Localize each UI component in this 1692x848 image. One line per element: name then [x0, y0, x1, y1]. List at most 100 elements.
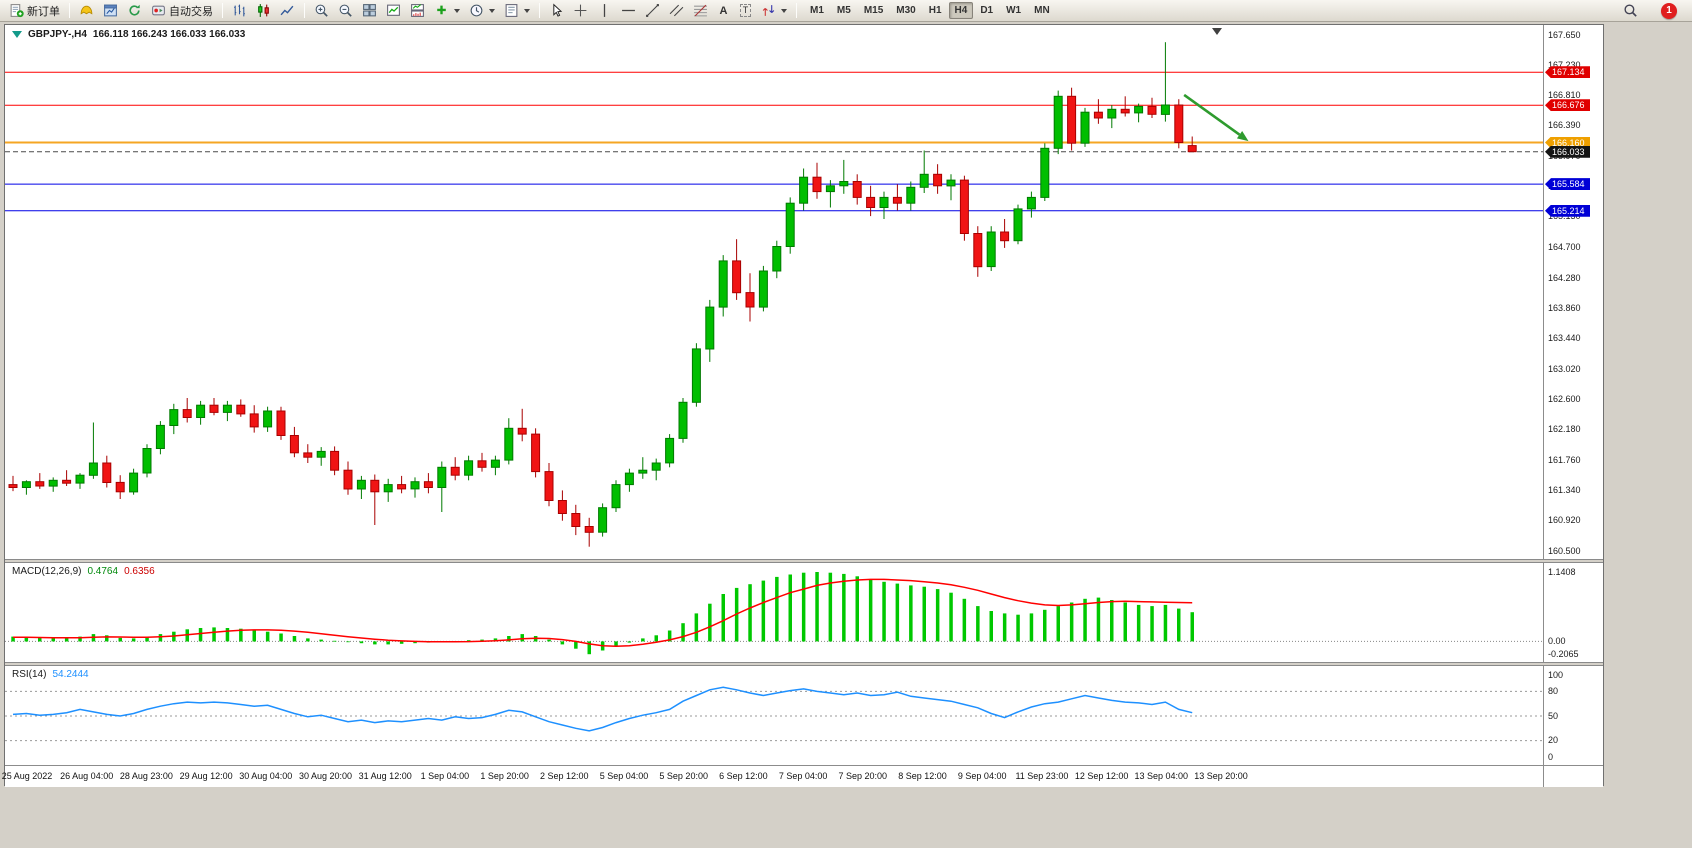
time-axis[interactable]: 25 Aug 2022 26 Aug 04:00 28 Aug 23:00 29 Au… — [1, 765, 1603, 787]
axis-tick: 80 — [1548, 685, 1559, 696]
axis-tick: 162.180 — [1548, 424, 1581, 435]
macd-plot — [5, 572, 1543, 655]
time-tick: 5 Sep 20:00 — [659, 771, 708, 781]
axis-tick: 163.860 — [1548, 303, 1581, 314]
macd-signal-value: 0.6356 — [124, 566, 155, 577]
timeframe-button-d1[interactable]: D1 — [974, 2, 999, 19]
time-tick: 7 Sep 04:00 — [778, 771, 828, 781]
zoom-out-button[interactable] — [334, 1, 357, 21]
price-chart-panel[interactable]: 167.650167.230166.810166.390165.970165.5… — [5, 25, 1603, 559]
crosshair-tool-button[interactable] — [569, 1, 592, 21]
axis-tick: 164.700 — [1548, 242, 1581, 253]
time-tick: 29 Aug 12:00 — [179, 771, 233, 781]
macd-signal-line — [13, 578, 1193, 648]
notification-badge[interactable]: 1 — [1661, 2, 1677, 19]
time-tick: 25 Aug 2022 — [1, 771, 53, 781]
cursor-tool-button[interactable] — [545, 1, 568, 21]
autotrading-label: 自动交易 — [169, 5, 213, 18]
chart-shift-marker[interactable] — [1212, 28, 1222, 35]
axis-tick: 166.390 — [1548, 120, 1581, 131]
timeframe-button-m1[interactable]: M1 — [804, 2, 830, 19]
arrows-tool-icon — [762, 5, 775, 16]
price-flag: 166.033 — [1545, 145, 1590, 158]
channel-tool-button[interactable] — [665, 1, 688, 21]
rsi-axis[interactable]: 100 80 50 20 0 — [1543, 666, 1603, 765]
add-indicator-dropdown[interactable] — [430, 1, 464, 21]
chart-window-button[interactable] — [99, 1, 122, 21]
refresh-button[interactable] — [123, 1, 146, 21]
time-tick: 31 Aug 12:00 — [358, 771, 412, 781]
rsi-value: 54.2444 — [52, 669, 89, 680]
toolbar: 新订单 自动交易 — [0, 0, 1692, 22]
timeframe-button-w1[interactable]: W1 — [1000, 2, 1027, 19]
one-click-trading-toggle[interactable] — [12, 31, 22, 38]
axis-tick: 50 — [1548, 710, 1559, 721]
price-flag: 165.584 — [1545, 178, 1590, 191]
macd-axis[interactable]: 1.1408 0.00 -0.2065 — [1543, 563, 1603, 662]
time-tick: 30 Aug 04:00 — [239, 771, 293, 781]
tile-windows-icon — [363, 4, 376, 17]
search-button[interactable] — [1619, 1, 1642, 21]
timeframe-button-m30[interactable]: M30 — [890, 2, 921, 19]
text-tool-button[interactable]: A — [713, 1, 734, 21]
macd-panel[interactable]: 1.1408 0.00 -0.2065 MACD(12,26,9) 0.4764 0… — [5, 563, 1603, 662]
label-tool-button[interactable]: T — [735, 1, 756, 21]
cursor-icon — [553, 3, 563, 17]
crosshair-icon — [574, 4, 587, 17]
vertical-line-icon — [603, 4, 606, 17]
axis-tick: 166.810 — [1548, 90, 1581, 101]
axis-tick: 160.920 — [1548, 515, 1581, 526]
indicators-button[interactable] — [382, 1, 405, 21]
chevron-down-icon — [489, 8, 495, 13]
template-dropdown[interactable] — [500, 1, 534, 21]
time-tick: 11 Sep 23:00 — [1015, 771, 1069, 781]
axis-tick: 163.020 — [1548, 363, 1581, 374]
timeframe-button-h1[interactable]: H1 — [923, 2, 948, 19]
indicator-window-button[interactable] — [406, 1, 429, 21]
arrows-tool-dropdown[interactable] — [757, 1, 791, 21]
rsi-panel[interactable]: 100 80 50 20 0 RSI(14) 54.2444 — [5, 666, 1603, 765]
axis-tick: 163.440 — [1548, 333, 1581, 344]
axis-tick: 164.280 — [1548, 272, 1581, 283]
candlestick-chart-button[interactable] — [252, 1, 275, 21]
panel-splitter[interactable] — [5, 559, 1603, 563]
template-icon — [505, 4, 518, 17]
indicator-window-icon — [411, 4, 424, 17]
ohlc-values: 166.118 166.243 166.033 166.033 — [92, 29, 246, 40]
price-flag: 166.160 — [1545, 136, 1590, 149]
time-tick: 13 Sep 20:00 — [1194, 771, 1248, 781]
horizontal-line-tool-button[interactable] — [617, 1, 640, 21]
chevron-down-icon — [454, 8, 460, 13]
time-tick: 1 Sep 04:00 — [420, 771, 470, 781]
panel-splitter[interactable] — [5, 662, 1603, 666]
price-axis[interactable]: 167.650167.230166.810166.390165.970165.5… — [1543, 25, 1603, 559]
rsi-line — [12, 686, 1193, 732]
fibonacci-tool-button[interactable] — [689, 1, 712, 21]
timeframe-button-m15[interactable]: M15 — [858, 2, 889, 19]
time-tick: 2 Sep 12:00 — [540, 771, 589, 781]
autotrading-button[interactable]: 自动交易 — [147, 1, 217, 21]
price-flag: 167.134 — [1545, 66, 1590, 79]
candlestick-icon — [258, 4, 269, 17]
metaeditor-hat-icon — [80, 5, 93, 15]
timeframe-button-m5[interactable]: M5 — [831, 2, 857, 19]
macd-main-value: 0.4764 — [87, 566, 119, 577]
axis-tick: 0 — [1548, 751, 1554, 762]
metaeditor-button[interactable] — [75, 1, 98, 21]
bar-chart-button[interactable] — [228, 1, 251, 21]
refresh-icon — [129, 4, 140, 16]
rsi-name: RSI(14) — [12, 669, 47, 680]
time-tick: 28 Aug 23:00 — [119, 771, 173, 781]
new-order-button[interactable]: 新订单 — [5, 1, 64, 21]
zoom-in-button[interactable] — [310, 1, 333, 21]
vertical-line-tool-button[interactable] — [593, 1, 616, 21]
period-dropdown[interactable] — [465, 1, 499, 21]
zoom-out-icon — [339, 4, 352, 17]
drawn-arrow-object[interactable] — [1183, 93, 1249, 142]
line-chart-button[interactable] — [276, 1, 299, 21]
tile-windows-button[interactable] — [358, 1, 381, 21]
trendline-tool-button[interactable] — [641, 1, 664, 21]
chart-window-icon — [104, 4, 117, 17]
timeframe-button-mn[interactable]: MN — [1028, 2, 1056, 19]
timeframe-button-h4[interactable]: H4 — [948, 2, 974, 19]
